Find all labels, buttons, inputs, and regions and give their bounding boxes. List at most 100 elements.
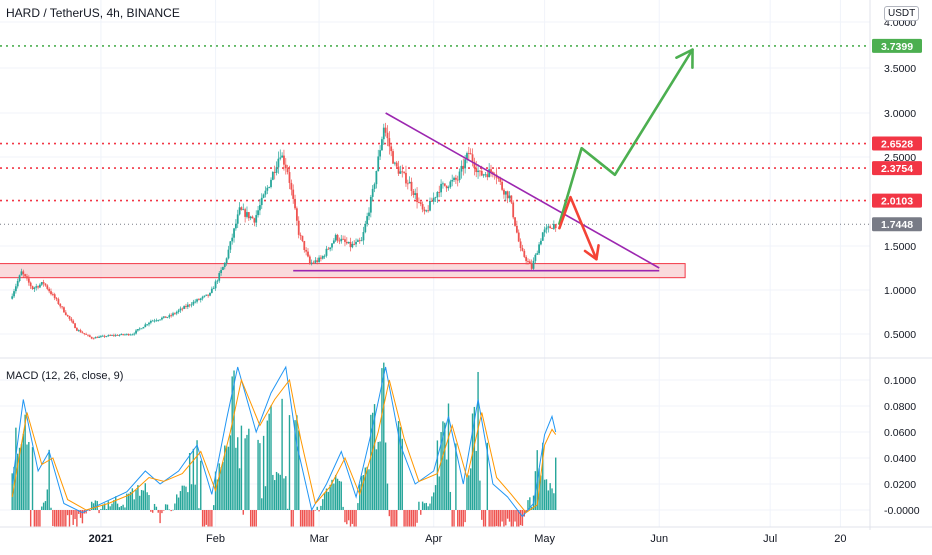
macd-histogram-bar: [168, 509, 171, 511]
chart-title: HARD / TetherUS, 4h, BINANCE: [6, 6, 180, 20]
macd-histogram-bar: [218, 463, 220, 510]
macd-histogram-bar: [192, 448, 195, 510]
candle: [342, 235, 345, 240]
macd-histogram-bar: [355, 510, 357, 527]
macd-histogram-bar: [240, 425, 243, 510]
candle: [467, 146, 470, 160]
candle: [329, 247, 332, 252]
macd-histogram-bar: [68, 510, 71, 527]
macd-histogram-bar: [37, 510, 39, 527]
candle: [120, 333, 123, 336]
candle: [310, 259, 313, 266]
candle: [68, 315, 71, 321]
macd-histogram-bar: [105, 509, 108, 510]
macd-histogram-bar: [233, 370, 235, 510]
candle: [442, 181, 444, 189]
candle: [351, 241, 354, 249]
candle: [320, 255, 322, 262]
candle: [94, 336, 97, 339]
macd-histogram-bar: [255, 510, 257, 527]
price-label[interactable]: 2.3754: [872, 161, 922, 176]
macd-histogram-bar: [335, 474, 337, 510]
candle: [271, 171, 274, 181]
candle: [140, 328, 143, 330]
macd-histogram-bar: [555, 457, 557, 510]
candle: [66, 314, 69, 318]
macd-histogram-bar: [253, 510, 256, 527]
macd-histogram-bar: [412, 510, 415, 527]
bullish-scenario-arrow-head: [675, 48, 694, 69]
macd-histogram-bar: [401, 438, 403, 510]
candle: [61, 306, 64, 310]
signal-line: [11, 378, 557, 514]
macd-histogram-bar: [299, 510, 302, 527]
macd-histogram-bar: [122, 504, 124, 510]
macd-histogram-bar: [416, 510, 418, 523]
candle: [142, 326, 145, 329]
macd-histogram-bar: [251, 510, 254, 527]
triangle-resistance-line[interactable]: [385, 112, 660, 269]
candle: [172, 311, 174, 317]
candle: [26, 273, 28, 281]
candle: [381, 136, 383, 151]
candle: [27, 275, 30, 286]
macd-histogram-bar: [61, 510, 63, 527]
candle: [451, 174, 454, 187]
candle: [382, 123, 385, 145]
candle: [508, 191, 511, 203]
candle: [270, 177, 272, 189]
currency-unit-badge[interactable]: USDT: [884, 6, 920, 21]
macd-histogram-bar: [375, 449, 378, 510]
candle: [454, 174, 457, 184]
macd-indicator-label[interactable]: MACD (12, 26, close, 9): [6, 370, 124, 382]
candle: [64, 310, 67, 316]
macd-histogram-bar: [198, 508, 200, 510]
candle: [353, 240, 356, 246]
macd-histogram-bar: [157, 510, 159, 513]
candle: [199, 297, 202, 303]
candle: [399, 165, 402, 174]
macd-histogram-bar: [244, 438, 246, 510]
candle: [471, 148, 474, 167]
candle: [375, 170, 378, 189]
macd-histogram-bar: [492, 510, 494, 527]
macd-histogram-bar: [285, 476, 287, 510]
bullish-scenario-arrow[interactable]: [558, 48, 694, 226]
candle: [473, 157, 476, 176]
macd-histogram-bar: [249, 510, 252, 527]
candle: [338, 237, 341, 245]
price-label[interactable]: 2.6528: [872, 136, 922, 151]
candle: [18, 274, 21, 283]
macd-histogram-bar: [320, 505, 322, 510]
macd-histogram-bar: [442, 421, 444, 510]
price-label[interactable]: 1.7448: [872, 217, 922, 232]
macd-histogram-bar: [551, 488, 553, 510]
candle: [332, 238, 335, 244]
macd-histogram-bar: [453, 510, 455, 527]
candle: [279, 149, 282, 161]
macd-histogram-bar: [388, 510, 391, 517]
candle: [416, 187, 418, 209]
macd-histogram-bar: [383, 362, 385, 510]
candle: [148, 321, 150, 327]
time-axis-tick: Jun: [650, 533, 668, 545]
price-label[interactable]: 2.0103: [872, 193, 922, 208]
candle: [46, 284, 49, 291]
candle: [144, 322, 147, 328]
candle: [203, 295, 206, 298]
macd-histogram-bar: [512, 510, 514, 527]
candle: [70, 316, 73, 323]
macd-histogram-bar: [188, 453, 191, 510]
macd-histogram-bar: [103, 503, 106, 510]
macd-histogram-bar: [449, 491, 452, 510]
candle: [151, 319, 154, 322]
macd-histogram-bar: [510, 510, 513, 527]
price-label[interactable]: 3.7399: [872, 38, 922, 53]
macd-histogram-bar: [151, 510, 154, 513]
macd-histogram-bar: [397, 421, 400, 510]
candle: [220, 267, 222, 276]
bearish-scenario-arrow[interactable]: [558, 195, 598, 261]
candle: [16, 278, 19, 289]
